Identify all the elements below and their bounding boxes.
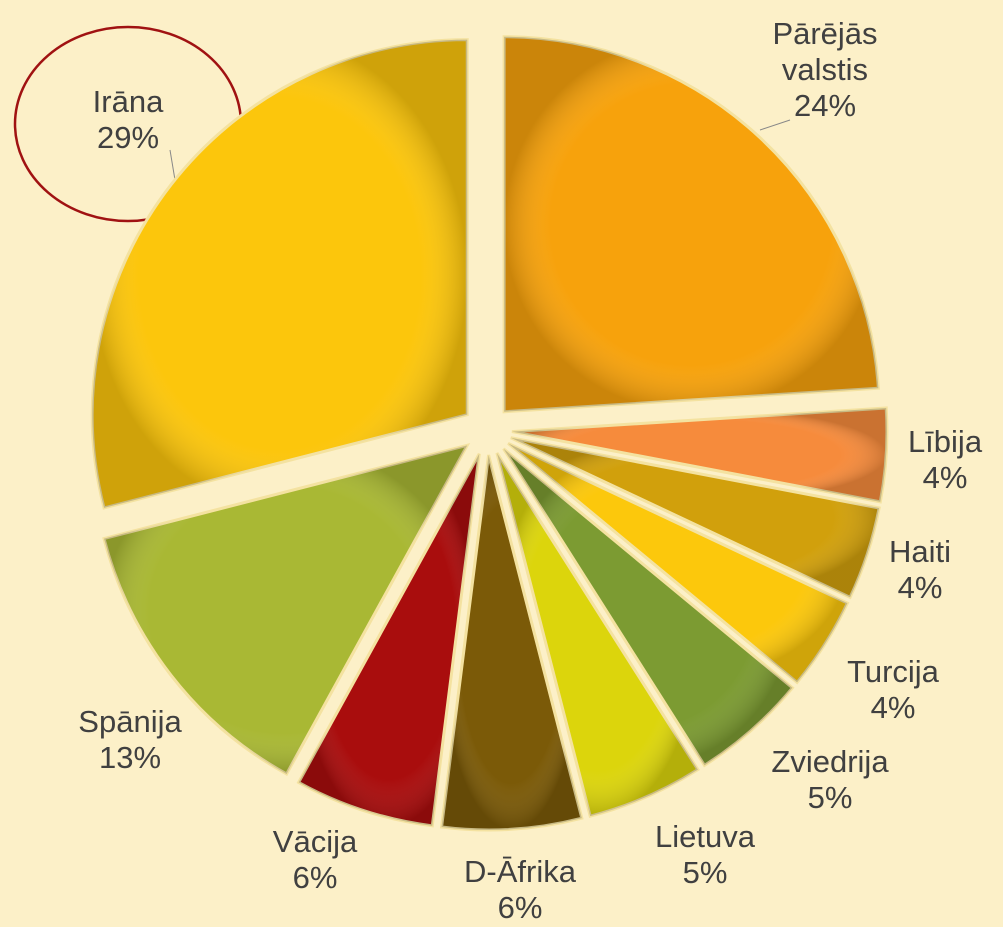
category-label: Vācija — [272, 824, 358, 859]
slice-label: Pārējās valstis 24% — [750, 16, 900, 124]
slice-label: Spānija 13% — [78, 704, 181, 776]
slice-label: Lībija 4% — [908, 424, 982, 496]
slice-label: Zviedrija 5% — [771, 744, 888, 816]
category-label: Lietuva — [655, 819, 755, 854]
value-label: 4% — [870, 690, 916, 725]
slice-label: Vācija 6% — [273, 824, 357, 896]
category-label: Irāna — [92, 84, 164, 119]
category-label: Pārējās valstis — [772, 16, 878, 87]
category-label: Haiti — [888, 534, 952, 569]
slice-label: Haiti 4% — [889, 534, 951, 606]
value-label: 5% — [807, 780, 853, 815]
value-label: 13% — [98, 740, 162, 775]
category-label: Lībija — [907, 424, 983, 459]
category-label: Spānija — [78, 704, 182, 739]
category-label: Zviedrija — [771, 744, 889, 779]
slice-label: D-Āfrika 6% — [464, 854, 576, 926]
value-label: 29% — [96, 120, 160, 155]
leader-line — [169, 149, 176, 181]
value-label: 4% — [922, 460, 968, 495]
category-label: D-Āfrika — [464, 854, 576, 889]
value-label: 4% — [897, 570, 943, 605]
value-label: 6% — [497, 890, 543, 925]
slice-label: Irāna 29% — [93, 84, 164, 156]
slice-label: Turcija 4% — [847, 654, 939, 726]
value-label: 6% — [292, 860, 338, 895]
category-label: Turcija — [847, 654, 939, 689]
slice-label: Lietuva 5% — [655, 819, 755, 891]
value-label: 5% — [682, 855, 728, 890]
value-label: 24% — [793, 88, 857, 123]
